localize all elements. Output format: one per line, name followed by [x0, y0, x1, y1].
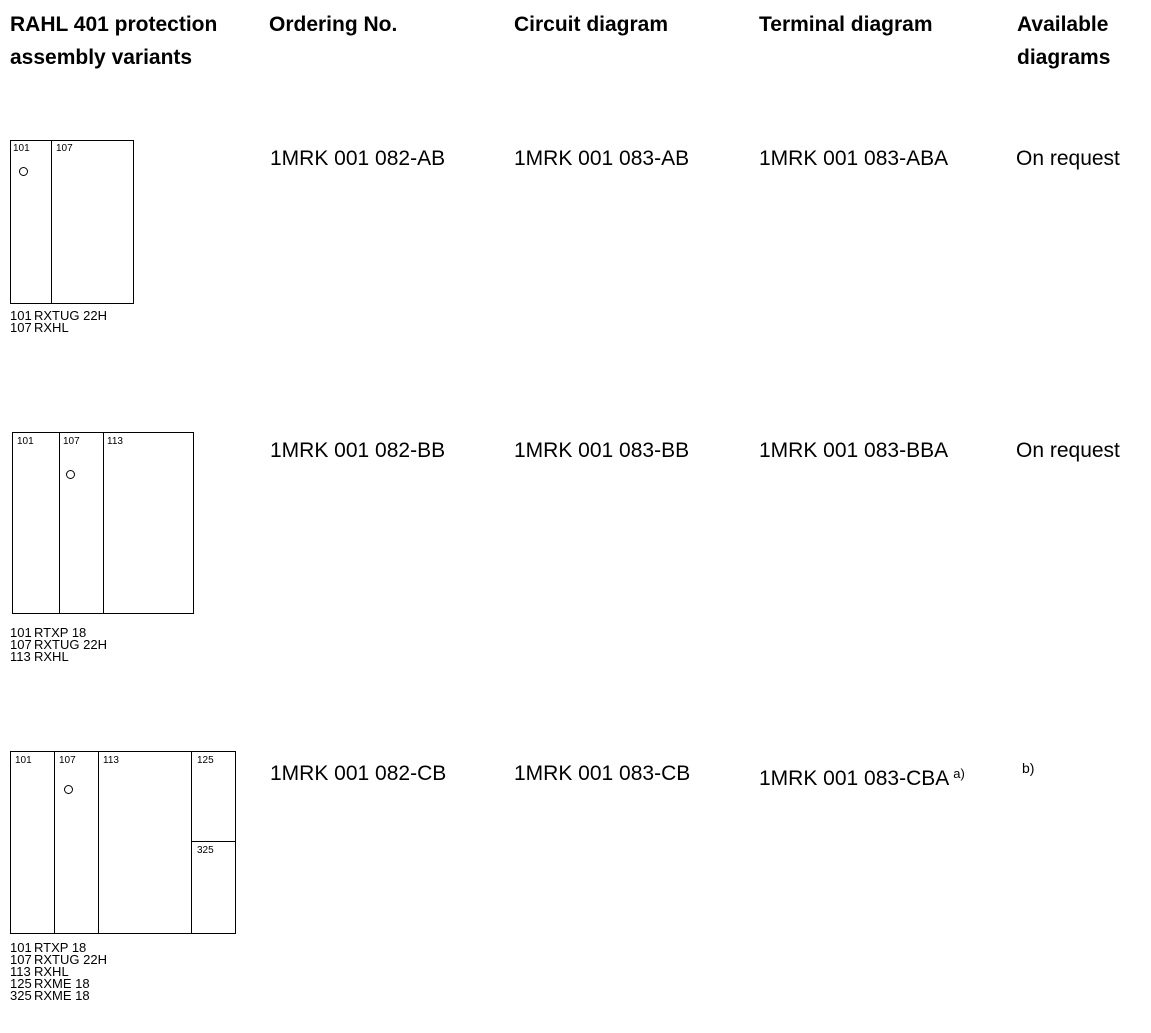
terminal-diagram-text: 1MRK 001 083-BBA — [759, 439, 949, 462]
circuit-diagram-no: 1MRK 001 083-AB — [514, 147, 690, 170]
slot-divider — [98, 752, 99, 933]
available-diagrams: On request — [1016, 439, 1120, 462]
header-ordering: Ordering No. — [269, 13, 398, 36]
legend-name: RTXP 18 — [34, 625, 87, 640]
legend-num: 125 — [10, 976, 32, 991]
legend-name: RXHL — [34, 320, 69, 335]
slot-divider-horizontal — [191, 841, 235, 842]
legend-name: RXTUG 22H — [34, 952, 107, 967]
terminal-diagram-no: 1MRK 001 083-ABA — [759, 147, 948, 171]
circuit-diagram-no: 1MRK 001 083-BB — [514, 439, 690, 462]
legend-item: 101 RTXP 18 — [10, 625, 107, 640]
terminal-diagram-text: 1MRK 001 083-CBA — [759, 767, 950, 790]
legend-item: 101 RTXP 18 — [10, 940, 107, 955]
slot-label: 107 — [63, 436, 80, 447]
slot-divider — [51, 141, 52, 303]
legend-name: RXME 18 — [34, 976, 90, 991]
header-terminal: Terminal diagram — [759, 13, 933, 36]
slot-label: 107 — [56, 143, 73, 154]
slot-label: 125 — [197, 755, 214, 766]
legend-num: 107 — [10, 637, 32, 652]
available-diagrams-footnote: b) — [1022, 760, 1035, 776]
legend-num: 107 — [10, 952, 32, 967]
legend-item: 113 RXHL — [10, 649, 107, 664]
assembly-diagram-cb: 101 107 113 125 325 — [10, 751, 236, 934]
slot-label: 113 — [107, 436, 123, 447]
indicator-led — [19, 167, 28, 176]
slot-label: 107 — [59, 755, 76, 766]
legend-item: 107 RXTUG 22H — [10, 637, 107, 652]
legend-bb: 101 RTXP 18 107 RXTUG 22H 113 RXHL — [10, 625, 107, 664]
legend-num: 113 — [10, 964, 31, 979]
circuit-diagram-no: 1MRK 001 083-CB — [514, 762, 691, 785]
header-variants-line1: RAHL 401 protection — [10, 13, 218, 36]
legend-item: 101 RXTUG 22H — [10, 308, 107, 323]
legend-name: RXME 18 — [34, 988, 90, 1003]
legend-name: RXTUG 22H — [34, 637, 107, 652]
terminal-diagram-no: 1MRK 001 083-BBA — [759, 439, 948, 463]
header-variants-line2: assembly variants — [10, 46, 193, 69]
available-diagrams: On request — [1016, 147, 1120, 170]
slot-divider — [191, 752, 192, 933]
slot-label: 101 — [13, 143, 30, 154]
legend-name: RXHL — [34, 964, 69, 979]
legend-cb: 101 RTXP 18 107 RXTUG 22H 113 RXHL 125 RXME … — [10, 940, 107, 1003]
legend-item: 125 RXME 18 — [10, 976, 107, 991]
ordering-no: 1MRK 001 082-AB — [270, 147, 446, 170]
legend-name: RTXP 18 — [34, 940, 87, 955]
legend-num: 101 — [10, 308, 32, 323]
legend-num: 113 — [10, 649, 31, 664]
legend-num: 325 — [10, 988, 32, 1003]
header-available: Available diagrams — [1017, 8, 1110, 74]
legend-item: 325 RXME 18 — [10, 988, 107, 1003]
header-variants: RAHL 401 protection assembly variants — [10, 8, 217, 74]
legend-num: 101 — [10, 940, 32, 955]
header-available-line1: Available — [1017, 13, 1109, 36]
footnote-marker-a: a) — [953, 766, 965, 781]
slot-label: 325 — [197, 845, 214, 856]
assembly-diagram-bb: 101 107 113 — [12, 432, 194, 614]
assembly-diagram-ab: 101 107 — [10, 140, 134, 304]
ordering-no: 1MRK 001 082-BB — [270, 439, 446, 462]
terminal-diagram-no: 1MRK 001 083-CBA a) — [759, 762, 965, 791]
legend-num: 101 — [10, 625, 32, 640]
ordering-no: 1MRK 001 082-CB — [270, 762, 447, 785]
indicator-led — [64, 785, 73, 794]
legend-name: RXTUG 22H — [34, 308, 107, 323]
legend-item: 107 RXTUG 22H — [10, 952, 107, 967]
slot-divider — [54, 752, 55, 933]
slot-label: 101 — [15, 755, 32, 766]
legend-num: 107 — [10, 320, 32, 335]
header-circuit: Circuit diagram — [514, 13, 669, 36]
legend-item: 107 RXHL — [10, 320, 107, 335]
legend-item: 113 RXHL — [10, 964, 107, 979]
slot-divider — [103, 433, 104, 613]
slot-label: 113 — [103, 755, 119, 766]
terminal-diagram-text: 1MRK 001 083-ABA — [759, 147, 949, 170]
header-available-line2: diagrams — [1017, 46, 1111, 69]
slot-divider — [59, 433, 60, 613]
legend-name: RXHL — [34, 649, 69, 664]
slot-label: 101 — [17, 436, 34, 447]
indicator-led — [66, 470, 75, 479]
legend-ab: 101 RXTUG 22H 107 RXHL — [10, 308, 107, 335]
